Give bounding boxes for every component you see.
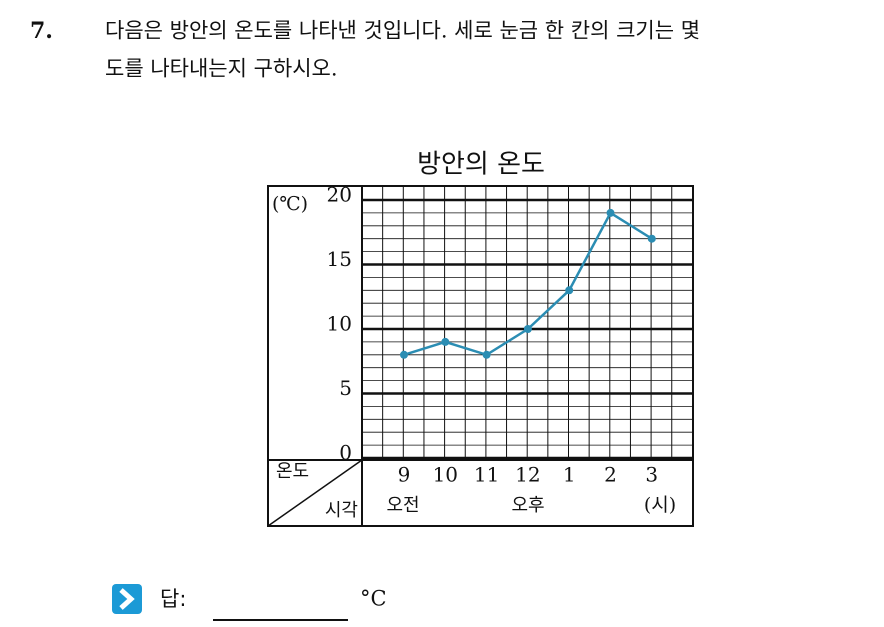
x-unit: (시) xyxy=(644,494,676,516)
data-line xyxy=(403,211,653,357)
x-group-label: 오전 xyxy=(386,495,419,516)
answer-label: 답: xyxy=(160,587,186,611)
answer-unit: °C xyxy=(360,587,387,611)
x-group-label: 오후 xyxy=(511,495,544,516)
chart-title: 방안의 온도 xyxy=(417,150,545,180)
x-tick-label: 2 xyxy=(604,463,617,487)
x-tick-label: 1 xyxy=(563,463,576,487)
x-tick-label: 12 xyxy=(515,463,540,487)
y-tick-label: 5 xyxy=(339,376,352,400)
question-number: 7. xyxy=(30,18,53,44)
corner-diagonal xyxy=(267,459,363,527)
data-point xyxy=(482,350,491,359)
data-point xyxy=(647,234,656,243)
corner-label: 온도 xyxy=(276,461,309,482)
corner-label: 시각 xyxy=(325,500,358,521)
data-point xyxy=(400,350,408,359)
x-tick-label: 9 xyxy=(398,463,411,487)
x-tick-label: 11 xyxy=(474,463,499,487)
y-tick-label: 20 xyxy=(327,183,352,207)
data-point xyxy=(523,325,532,333)
y-unit: (℃) xyxy=(272,193,308,215)
y-tick-label: 0 xyxy=(339,441,352,465)
y-tick-label: 15 xyxy=(327,247,352,271)
question-text: 도를 나타내는지 구하시오. xyxy=(105,57,338,81)
data-point xyxy=(565,286,574,295)
chart-frame xyxy=(267,185,694,527)
x-tick-label: 10 xyxy=(433,463,458,487)
answer-icon xyxy=(112,584,142,614)
question-text: 다음은 방안의 온도를 나타낸 것입니다. 세로 눈금 한 칸의 크기는 몇 xyxy=(105,19,700,43)
data-point xyxy=(606,208,615,217)
y-tick-label: 10 xyxy=(327,312,352,336)
data-point xyxy=(441,337,450,346)
x-tick-label: 3 xyxy=(645,463,658,487)
